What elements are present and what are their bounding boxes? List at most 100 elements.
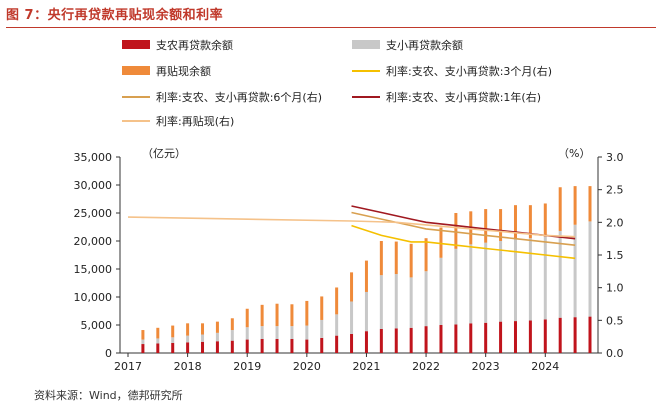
- right-tick-label: 1.0: [606, 282, 624, 295]
- left-tick-label: 15,000: [74, 263, 113, 276]
- left-tick-label: 10,000: [74, 291, 113, 304]
- legend-label: 利率:支农、支小再贷款:6个月(右): [156, 90, 322, 104]
- bar: [439, 227, 443, 258]
- bar: [499, 209, 503, 241]
- bar-series: [141, 186, 592, 353]
- x-tick-label: 2017: [114, 360, 142, 373]
- bar: [364, 260, 368, 292]
- axes: 0 5,000 10,000 15,000 20,000 25,000 30,000 35,0…: [74, 151, 624, 373]
- chart-title: 图 7：央行再贷款再贴现余额和利率: [6, 8, 224, 23]
- bar: [573, 224, 577, 318]
- bar: [588, 316, 592, 353]
- bar: [484, 242, 488, 323]
- bar: [454, 324, 458, 353]
- right-tick-label: 2.0: [606, 216, 624, 229]
- bar: [528, 320, 532, 353]
- bar: [275, 326, 279, 339]
- right-tick-label: 3.0: [606, 151, 624, 164]
- bar: [230, 318, 234, 331]
- right-tick-label: 1.5: [606, 249, 624, 262]
- series-line: [351, 211, 576, 246]
- bar: [156, 327, 160, 339]
- bar: [484, 209, 488, 243]
- bar: [275, 339, 279, 353]
- bar: [543, 319, 547, 353]
- bar: [543, 236, 547, 320]
- left-tick-label: 0: [105, 347, 112, 360]
- bar: [171, 325, 175, 338]
- bar: [364, 331, 368, 353]
- bar: [409, 277, 413, 328]
- legend-swatch: [122, 66, 150, 75]
- bar: [320, 337, 324, 353]
- bar: [141, 330, 145, 340]
- bar: [290, 326, 294, 339]
- bar: [201, 323, 205, 335]
- right-tick-label: 0.5: [606, 314, 624, 327]
- bar: [499, 321, 503, 353]
- bar: [543, 203, 547, 237]
- bar: [215, 341, 219, 353]
- line-series: [127, 205, 576, 260]
- bar: [513, 205, 517, 240]
- bar: [379, 328, 383, 353]
- bar: [350, 301, 354, 334]
- bar: [290, 304, 294, 327]
- bar: [186, 335, 190, 343]
- bar: [409, 327, 413, 353]
- bar: [469, 323, 473, 353]
- bar: [171, 337, 175, 343]
- bar: [335, 314, 339, 336]
- bar: [320, 319, 324, 338]
- bar: [499, 241, 503, 322]
- bar: [186, 342, 190, 353]
- bar: [528, 205, 532, 239]
- bar: [454, 248, 458, 325]
- bar: [484, 322, 488, 353]
- bar: [215, 332, 219, 342]
- bar: [558, 230, 562, 318]
- bar: [379, 275, 383, 329]
- bar: [320, 296, 324, 320]
- bar: [588, 186, 592, 222]
- bar: [215, 321, 219, 333]
- left-axis-unit: （亿元）: [142, 147, 186, 160]
- title-divider: [6, 27, 656, 28]
- x-tick-label: 2022: [412, 360, 440, 373]
- bar: [141, 339, 145, 345]
- left-tick-label: 30,000: [74, 179, 113, 192]
- left-tick-label: 35,000: [74, 151, 113, 164]
- bar: [305, 339, 309, 353]
- bar: [573, 186, 577, 225]
- bar: [290, 339, 294, 353]
- bar: [424, 326, 428, 353]
- right-axis-unit: （%）: [558, 147, 590, 160]
- bar: [156, 338, 160, 344]
- bar: [305, 300, 309, 326]
- left-tick-label: 5,000: [81, 319, 113, 332]
- bar: [424, 271, 428, 327]
- bar: [439, 257, 443, 325]
- x-tick-label: 2024: [531, 360, 559, 373]
- bar: [350, 272, 354, 302]
- legend-label: 利率:支农、支小再贷款:3个月(右): [386, 64, 552, 78]
- bar: [260, 339, 264, 353]
- bar: [558, 317, 562, 353]
- bar: [275, 303, 279, 327]
- bar: [513, 239, 517, 322]
- bar: [201, 341, 205, 353]
- bar: [454, 213, 458, 249]
- bar: [350, 333, 354, 353]
- x-tick-label: 2019: [233, 360, 261, 373]
- bar: [230, 330, 234, 341]
- right-tick-label: 0.0: [606, 347, 624, 360]
- source-note: 资料来源：Wind，德邦研究所: [34, 389, 183, 402]
- bar: [260, 326, 264, 339]
- bar: [588, 221, 592, 317]
- bar: [245, 308, 249, 328]
- bar: [528, 238, 532, 321]
- x-tick-label: 2020: [293, 360, 321, 373]
- legend-swatch: [352, 40, 380, 49]
- x-tick-label: 2021: [352, 360, 380, 373]
